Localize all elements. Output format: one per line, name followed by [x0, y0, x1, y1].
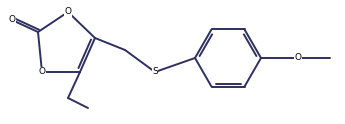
Text: S: S: [152, 67, 158, 77]
Text: O: O: [39, 67, 46, 77]
Text: O: O: [65, 7, 71, 16]
Text: O: O: [9, 16, 16, 25]
Text: O: O: [295, 53, 302, 62]
